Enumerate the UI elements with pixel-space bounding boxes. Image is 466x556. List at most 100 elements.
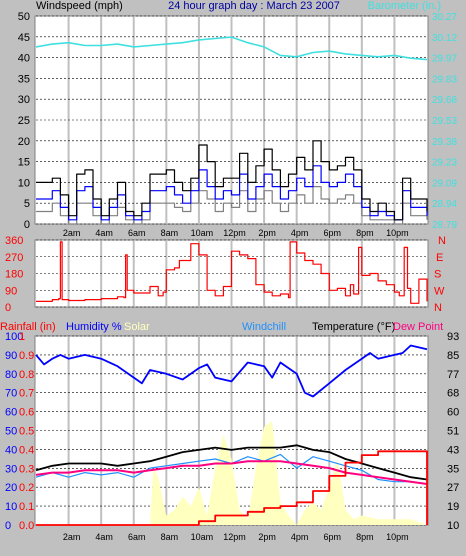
x-tick-label: 6pm — [323, 228, 341, 238]
legend-temperature: Temperature (°F) — [312, 321, 395, 333]
humidity-tick-label: 30 — [5, 463, 17, 475]
barometer-tick-label: 29.09 — [432, 178, 457, 189]
series-wind-gust — [36, 140, 428, 221]
humidity-tick-label: 100 — [5, 331, 23, 343]
wind-tick-label: 45 — [18, 32, 30, 44]
barometer-tick-label: 29.97 — [432, 54, 457, 65]
x-tick-label: 6am — [128, 532, 146, 542]
temperature-tick-label: 77 — [447, 369, 459, 381]
legend-solar: Solar — [124, 321, 150, 333]
direction-tick-label: 360 — [5, 235, 23, 247]
temperature-tick-label: 85 — [447, 350, 459, 362]
x-tick-label: 12pm — [223, 532, 246, 542]
humidity-tick-label: 0 — [5, 520, 11, 532]
compass-tick-label: N — [434, 302, 442, 314]
series-wind-direction — [36, 241, 428, 304]
temperature-tick-label: 35 — [447, 463, 459, 475]
compass-tick-label: E — [436, 252, 443, 264]
temperature-tick-label: 19 — [447, 501, 459, 513]
rainfall-tick-label: 0.9 — [19, 350, 34, 362]
direction-tick-label: 270 — [5, 252, 23, 264]
legend-humidity: Humidity % — [66, 321, 122, 333]
humidity-tick-label: 50 — [5, 426, 17, 438]
wind-tick-label: 40 — [18, 53, 30, 65]
direction-tick-label: 90 — [5, 285, 17, 297]
barometer-tick-label: 29.68 — [432, 95, 457, 106]
series-wind-average — [36, 165, 428, 221]
x-tick-label: 2am — [63, 532, 81, 542]
compass-tick-label: S — [434, 269, 441, 281]
barometer-axis-title: Barometer (in.) — [368, 0, 441, 12]
barometer-tick-label: 28.94 — [432, 199, 457, 210]
temperature-tick-label: 51 — [447, 426, 459, 438]
rainfall-tick-label: 0.8 — [19, 369, 34, 381]
temperature-tick-label: 27 — [447, 482, 459, 494]
series-barometer — [35, 36, 428, 61]
x-tick-label: 8pm — [356, 228, 374, 238]
x-tick-label: 12pm — [223, 228, 246, 238]
graph-title: 24 hour graph day : March 23 2007 — [168, 0, 340, 12]
temperature-tick-label: 93 — [447, 331, 459, 343]
barometer-tick-label: 29.23 — [432, 158, 457, 169]
rainfall-tick-label: 0.6 — [19, 407, 34, 419]
x-tick-label: 4am — [95, 228, 113, 238]
x-tick-label: 8am — [161, 532, 179, 542]
x-tick-label: 2am — [63, 228, 81, 238]
wind-tick-label: 25 — [18, 115, 30, 127]
rainfall-tick-label: 0.4 — [19, 444, 34, 456]
rainfall-tick-label: 0.3 — [19, 463, 34, 475]
humidity-tick-label: 20 — [5, 482, 17, 494]
temperature-tick-label: 10 — [447, 520, 459, 532]
x-tick-label: 6pm — [323, 532, 341, 542]
wind-tick-label: 20 — [18, 136, 30, 148]
wind-tick-label: 15 — [18, 157, 30, 169]
series-solar-area — [36, 421, 427, 525]
humidity-tick-label: 40 — [5, 444, 17, 456]
x-tick-label: 8am — [161, 228, 179, 238]
series-humidity — [35, 344, 428, 398]
x-tick-label: 4pm — [291, 228, 309, 238]
series-rainfall — [36, 450, 428, 526]
compass-tick-label: W — [434, 285, 445, 297]
wind-tick-label: 5 — [24, 198, 30, 210]
x-tick-label: 2pm — [258, 228, 276, 238]
barometer-tick-label: 29.38 — [432, 137, 457, 148]
temperature-tick-label: 60 — [447, 407, 459, 419]
rainfall-tick-label: 0.1 — [19, 501, 34, 513]
wind-tick-label: 10 — [18, 177, 30, 189]
barometer-tick-label: 30.27 — [432, 12, 457, 23]
rainfall-tick-label: 0.7 — [19, 388, 34, 400]
series-dew-point — [35, 460, 428, 485]
x-tick-label: 4am — [95, 532, 113, 542]
humidity-tick-label: 80 — [5, 369, 17, 381]
humidity-tick-label: 90 — [5, 350, 17, 362]
wind-tick-label: 50 — [18, 11, 30, 23]
humidity-tick-label: 10 — [5, 501, 17, 513]
x-tick-label: 10pm — [386, 228, 409, 238]
barometer-tick-label: 28.79 — [432, 220, 457, 231]
legend-rainfall: Rainfall (in) — [0, 321, 56, 333]
wind-tick-label: 30 — [18, 94, 30, 106]
compass-tick-label: N — [438, 235, 446, 247]
x-tick-label: 4pm — [291, 532, 309, 542]
barometer-tick-label: 30.12 — [432, 33, 457, 44]
x-tick-label: 8pm — [356, 532, 374, 542]
humidity-tick-label: 70 — [5, 388, 17, 400]
humidity-tick-label: 60 — [5, 407, 17, 419]
temperature-tick-label: 43 — [447, 444, 459, 456]
x-tick-label: 6am — [128, 228, 146, 238]
direction-tick-label: 0 — [5, 302, 11, 314]
wind-tick-label: 35 — [18, 73, 30, 85]
direction-tick-label: 180 — [5, 269, 23, 281]
rainfall-tick-label: 0.5 — [19, 426, 34, 438]
x-tick-label: 2pm — [258, 532, 276, 542]
rainfall-tick-label: 0.0 — [19, 520, 34, 532]
wind-tick-label: 0 — [24, 219, 30, 231]
x-tick-label: 10am — [191, 228, 214, 238]
barometer-tick-label: 29.53 — [432, 116, 457, 127]
legend-dew-point: Dew Point — [393, 321, 443, 333]
x-tick-label: 10am — [191, 532, 214, 542]
rainfall-tick-label: 0.2 — [19, 482, 34, 494]
temperature-tick-label: 68 — [447, 388, 459, 400]
